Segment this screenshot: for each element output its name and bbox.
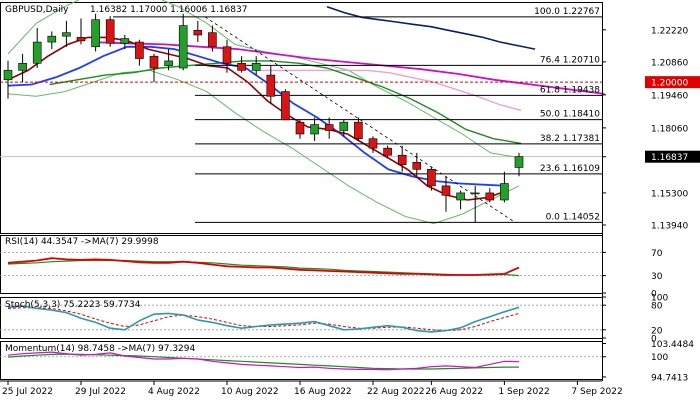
mom-tick-label-1: 100 — [651, 353, 668, 363]
candle-body-3 — [47, 35, 57, 43]
rsi-label: RSI(14) 44.3547 ->MA(7) 29.9998 — [5, 237, 159, 247]
candle-body-34 — [500, 183, 509, 201]
candle-body-15 — [222, 46, 232, 64]
candle-body-5 — [76, 37, 86, 42]
price-tick-label-2: 1.19460 — [651, 91, 688, 101]
candle-body-16 — [237, 62, 246, 71]
candle-body-13 — [193, 29, 203, 36]
candle-body-12 — [178, 25, 188, 69]
candle-body-20 — [295, 121, 305, 135]
stoch-k-line — [7, 305, 520, 333]
ohlc-values: 1.16382 1.17000 1.16006 1.16837 — [90, 5, 247, 15]
fib-label-3: 50.0 1.18410 — [540, 110, 600, 120]
stoch-tick-label-2: 20 — [651, 326, 663, 336]
x-tick-label-7: 1 Sep 2022 — [498, 387, 549, 397]
ma-blue-line — [7, 45, 508, 187]
fibonacci-layer: 100.0 1.22767 76.4 1.20710 61.8 1.19438 50.… — [0, 7, 602, 223]
candle-body-7 — [105, 19, 115, 44]
round-level-label: 1.20000 — [651, 79, 688, 89]
price-tick-label-0: 1.22220 — [651, 26, 688, 36]
candle-body-28 — [412, 161, 422, 170]
axis-layer: 1.20000 1.22220 1.20860 1.19460 1.18060 1.168… — [0, 2, 700, 397]
price-tick-label-6: 1.13940 — [651, 221, 688, 231]
price-tick-label-3: 1.18060 — [651, 124, 688, 134]
bollinger-layer — [7, 0, 520, 225]
candle-body-21 — [310, 124, 319, 135]
fib-label-0: 100.0 1.22767 — [534, 7, 600, 17]
mom-tick-label-2: 94.7413 — [651, 373, 688, 383]
bollinger-upper-line — [7, 0, 520, 159]
rsi-tick-label-2: 0 — [651, 290, 657, 300]
candle-body-26 — [383, 147, 392, 156]
candle-body-8 — [120, 38, 130, 44]
x-tick-label-6: 26 Aug 2022 — [425, 387, 483, 397]
bollinger-lower-line — [7, 69, 520, 225]
candle-body-18 — [266, 74, 276, 97]
x-tick-label-2: 4 Aug 2022 — [148, 387, 200, 397]
price-tick-label-1: 1.20860 — [651, 58, 688, 68]
x-tick-label-1: 29 Jul 2022 — [75, 387, 126, 397]
x-tick-label-4: 16 Aug 2022 — [294, 387, 352, 397]
candle-body-14 — [208, 32, 217, 48]
candle-body-35 — [514, 156, 524, 168]
fib-label-5: 23.6 1.16109 — [540, 164, 600, 174]
ma-pink-line — [257, 69, 522, 112]
candle-body-22 — [324, 124, 334, 131]
mom-tick-label-0: 103.4484 — [651, 340, 694, 350]
rsi-tick-label-0: 70 — [651, 249, 663, 259]
candle-body-30 — [441, 185, 451, 196]
candle-body-9 — [135, 41, 144, 59]
x-tick-label-5: 22 Aug 2022 — [367, 387, 425, 397]
indicator-layer — [0, 251, 602, 371]
candle-body-2 — [32, 41, 42, 64]
rsi-line — [7, 257, 520, 276]
rsi-tick-label-1: 30 — [651, 272, 663, 282]
candle-body-25 — [368, 138, 378, 149]
fib-label-1: 76.4 1.20710 — [540, 55, 600, 65]
ma-maroon-line — [7, 36, 508, 201]
candle-body-33 — [485, 192, 495, 201]
candle-body-32 — [470, 192, 480, 195]
price-tick-label-5: 1.15300 — [651, 189, 688, 199]
round-level-box — [645, 76, 700, 89]
candle-body-31 — [456, 192, 465, 201]
candle-body-27 — [397, 154, 407, 165]
candle-body-24 — [354, 121, 363, 140]
fib-label-2: 61.8 1.19438 — [540, 85, 600, 95]
x-tick-label-0: 25 Jul 2022 — [2, 387, 53, 397]
candle-body-11 — [164, 60, 173, 66]
candle-body-1 — [18, 62, 27, 71]
candle-body-17 — [251, 62, 261, 71]
candle-body-29 — [427, 169, 436, 187]
stoch-tick-label-1: 80 — [651, 302, 663, 312]
fib-label-4: 38.2 1.17381 — [540, 134, 600, 144]
chart-title: GBPUSD,Daily — [5, 5, 69, 15]
last-price-label: 1.16837 — [651, 153, 688, 163]
momentum-line — [7, 351, 520, 371]
candle-body-23 — [339, 121, 349, 131]
momentum-label: Momentum(14) 98.7458 ->MA(7) 97.3294 — [5, 344, 196, 354]
stoch-tick-label-3: 0 — [651, 335, 657, 345]
candle-body-4 — [62, 32, 71, 37]
fib-label-6: 0.0 1.14052 — [546, 212, 600, 222]
candle-body-10 — [149, 55, 159, 69]
x-tick-label-3: 10 Aug 2022 — [221, 387, 279, 397]
x-tick-label-8: 7 Sep 2022 — [571, 387, 622, 397]
candles-layer — [3, 13, 524, 223]
candle-body-6 — [91, 19, 100, 48]
stoch-label: Stoch(5,3,3) 75.2223 59.7734 — [5, 300, 141, 310]
stoch-tick-label-0: 100 — [651, 294, 668, 304]
candle-body-19 — [281, 91, 290, 121]
ma-green-line — [49, 60, 522, 145]
ma-magenta-line — [91, 41, 605, 95]
last-price-box — [645, 150, 700, 163]
candle-body-0 — [3, 70, 13, 81]
fib-trend-line — [204, 16, 516, 223]
